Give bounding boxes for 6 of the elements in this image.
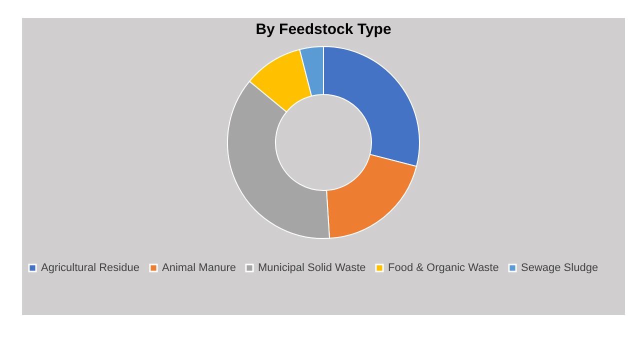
legend-label: Sewage Sludge <box>521 262 598 274</box>
legend-label: Animal Manure <box>162 262 236 274</box>
legend-label: Municipal Solid Waste <box>258 262 366 274</box>
chart-title: By Feedstock Type <box>256 21 392 38</box>
legend-label: Food & Organic Waste <box>388 262 499 274</box>
legend-label: Agricultural Residue <box>41 262 140 274</box>
